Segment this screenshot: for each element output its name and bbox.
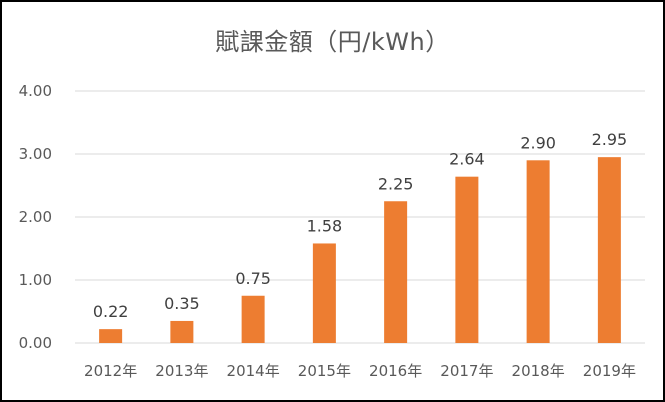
gridlines <box>75 90 645 344</box>
y-axis-labels: 0.00 1.00 2.00 3.00 4.00 <box>19 82 52 352</box>
data-label: 0.75 <box>235 269 271 288</box>
data-label: 2.95 <box>592 130 628 149</box>
bar <box>170 320 194 343</box>
bar <box>384 201 408 343</box>
x-tick-label: 2017年 <box>440 362 493 380</box>
y-tick-label: 1.00 <box>19 271 52 289</box>
bar <box>597 157 621 343</box>
y-tick-label: 3.00 <box>19 145 52 163</box>
bar <box>312 243 336 343</box>
x-tick-label: 2018年 <box>512 362 565 380</box>
x-tick-label: 2012年 <box>84 362 137 380</box>
y-tick-label: 0.00 <box>19 334 52 352</box>
bars <box>99 157 621 343</box>
data-label: 2.25 <box>378 174 414 193</box>
x-tick-label: 2013年 <box>155 362 208 380</box>
chart-title: 賦課金額（円/kWh） <box>215 28 450 56</box>
bar <box>526 160 550 343</box>
data-labels: 0.22 0.35 0.75 1.58 2.25 2.64 2.90 2.95 <box>93 130 627 321</box>
x-tick-label: 2019年 <box>583 362 636 380</box>
bar <box>241 295 265 343</box>
data-label: 2.64 <box>449 150 485 169</box>
x-tick-label: 2015年 <box>298 362 351 380</box>
data-label: 0.35 <box>164 294 200 313</box>
y-tick-label: 4.00 <box>19 82 52 100</box>
data-label: 1.58 <box>307 216 343 235</box>
x-tick-label: 2016年 <box>369 362 422 380</box>
bar <box>99 329 123 343</box>
data-label: 2.90 <box>520 133 556 152</box>
x-tick-label: 2014年 <box>227 362 280 380</box>
x-axis-labels: 2012年 2013年 2014年 2015年 2016年 2017年 2018年 2019年 <box>84 362 636 380</box>
y-tick-label: 2.00 <box>19 208 52 226</box>
bar <box>455 176 479 343</box>
data-label: 0.22 <box>93 302 129 321</box>
